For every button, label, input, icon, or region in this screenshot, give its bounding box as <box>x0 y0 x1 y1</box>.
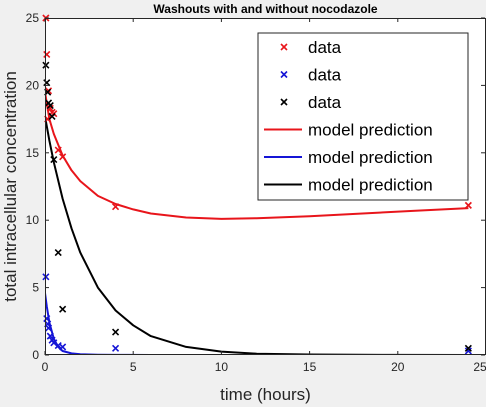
x-tick-label: 25 <box>473 360 486 374</box>
data-point <box>464 347 472 355</box>
data-point <box>59 343 67 351</box>
x-tick-label: 15 <box>303 360 317 374</box>
legend-label: model prediction <box>308 148 433 167</box>
legend-label: data <box>308 66 342 85</box>
legend-item: model prediction <box>264 176 433 195</box>
data-series-3 <box>42 61 472 352</box>
data-point <box>43 79 51 87</box>
y-tick-label: 10 <box>26 213 40 227</box>
legend-item: data <box>280 38 342 57</box>
legend-item: model prediction <box>264 121 433 140</box>
data-point <box>46 332 54 340</box>
chart-title: Washouts with and without nocodazole <box>153 2 378 16</box>
data-point <box>111 328 120 336</box>
data-point <box>48 112 56 120</box>
x-tick-label: 10 <box>215 360 229 374</box>
data-point <box>464 201 472 209</box>
data-point <box>50 155 58 164</box>
data-point <box>43 315 51 323</box>
data-point <box>111 344 120 352</box>
data-point <box>59 305 67 313</box>
legend-label: model prediction <box>308 121 433 140</box>
legend-item: data <box>280 66 342 85</box>
legend-label: model prediction <box>308 176 433 195</box>
y-tick-label: 20 <box>26 78 40 92</box>
data-point <box>44 324 53 332</box>
legend-box <box>257 32 469 201</box>
legend-item: data <box>280 93 342 112</box>
x-tick-label: 0 <box>42 360 49 374</box>
data-point <box>54 146 62 154</box>
legend-marker <box>280 43 288 51</box>
legend-label: data <box>308 38 342 57</box>
y-axis-label: total intracellular concentration <box>1 71 20 302</box>
data-point <box>46 102 54 110</box>
legend-marker <box>280 70 288 79</box>
y-tick-label: 25 <box>26 11 40 25</box>
legend-item: model prediction <box>264 148 433 167</box>
data-point <box>54 248 62 257</box>
axis-ticks: 0 5 10 15 20 25 0 5 10 15 20 25 <box>26 11 486 374</box>
data-point <box>464 344 472 352</box>
data-point <box>43 50 51 58</box>
legend-label: data <box>308 93 342 112</box>
y-tick-label: 15 <box>26 146 40 160</box>
x-axis-label: time (hours) <box>220 385 311 404</box>
data-point <box>59 153 67 161</box>
x-tick-label: 5 <box>130 360 137 374</box>
data-point <box>111 203 120 211</box>
data-point <box>46 104 54 112</box>
legend-marker <box>280 98 288 106</box>
x-tick-label: 20 <box>391 360 405 374</box>
y-tick-label: 0 <box>32 348 39 362</box>
y-tick-label: 5 <box>32 281 39 295</box>
data-point <box>50 339 58 347</box>
data-series-2 <box>42 273 472 355</box>
legend: data data data model prediction model predic… <box>257 32 469 201</box>
